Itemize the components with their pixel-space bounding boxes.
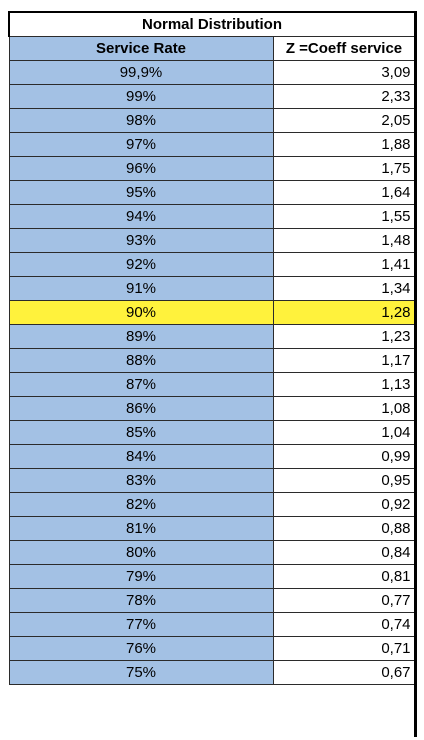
z-coefficient-cell[interactable]: 0,74 <box>272 612 416 637</box>
service-rate-cell[interactable]: 83% <box>8 468 274 493</box>
service-rate-cell[interactable]: 97% <box>8 132 274 157</box>
table-row: 93% 1,48 <box>8 228 416 253</box>
table-row: 91% 1,34 <box>8 276 416 301</box>
service-rate-cell[interactable]: 78% <box>8 588 274 613</box>
table-row: 97% 1,88 <box>8 132 416 157</box>
service-rate-cell[interactable]: 99,9% <box>8 60 274 85</box>
table-row: 87% 1,13 <box>8 372 416 397</box>
z-coefficient-cell[interactable]: 2,33 <box>272 84 416 109</box>
table-row: 88% 1,17 <box>8 348 416 373</box>
z-coefficient-cell[interactable]: 0,95 <box>272 468 416 493</box>
z-coefficient-header[interactable]: Z =Coeff service <box>272 36 416 61</box>
z-coefficient-cell[interactable]: 1,48 <box>272 228 416 253</box>
z-coefficient-cell[interactable]: 0,84 <box>272 540 416 565</box>
service-rate-cell[interactable]: 87% <box>8 372 274 397</box>
service-rate-cell[interactable]: 92% <box>8 252 274 277</box>
table-row: 77% 0,74 <box>8 612 416 637</box>
table-right-border <box>414 11 417 737</box>
table-row: 85% 1,04 <box>8 420 416 445</box>
service-rate-cell[interactable]: 86% <box>8 396 274 421</box>
service-rate-cell[interactable]: 98% <box>8 108 274 133</box>
title-row: Normal Distribution <box>7 11 417 37</box>
service-rate-cell[interactable]: 76% <box>8 636 274 661</box>
service-rate-cell[interactable]: 95% <box>8 180 274 205</box>
z-coefficient-cell[interactable]: 1,04 <box>272 420 416 445</box>
z-coefficient-cell[interactable]: 0,77 <box>272 588 416 613</box>
z-coefficient-cell[interactable]: 1,75 <box>272 156 416 181</box>
z-coefficient-cell[interactable]: 1,28 <box>272 300 416 325</box>
z-coefficient-cell[interactable]: 1,08 <box>272 396 416 421</box>
service-rate-cell[interactable]: 93% <box>8 228 274 253</box>
table-row: 80% 0,84 <box>8 540 416 565</box>
service-rate-cell[interactable]: 81% <box>8 516 274 541</box>
table-row: 84% 0,99 <box>8 444 416 469</box>
z-coefficient-cell[interactable]: 1,88 <box>272 132 416 157</box>
z-coefficient-cell[interactable]: 1,23 <box>272 324 416 349</box>
service-rate-cell[interactable]: 85% <box>8 420 274 445</box>
table-row: 96% 1,75 <box>8 156 416 181</box>
table-row: 99,9% 3,09 <box>8 60 416 85</box>
service-rate-cell[interactable]: 96% <box>8 156 274 181</box>
service-rate-cell[interactable]: 77% <box>8 612 274 637</box>
table-row: 78% 0,77 <box>8 588 416 613</box>
service-rate-header[interactable]: Service Rate <box>8 36 274 61</box>
header-row: Service Rate Z =Coeff service <box>8 36 416 61</box>
z-coefficient-cell[interactable]: 0,67 <box>272 660 416 685</box>
table-row: 94% 1,55 <box>8 204 416 229</box>
table-row: 79% 0,81 <box>8 564 416 589</box>
table-row: 99% 2,33 <box>8 84 416 109</box>
table-row: 76% 0,71 <box>8 636 416 661</box>
z-coefficient-cell[interactable]: 1,55 <box>272 204 416 229</box>
service-rate-cell[interactable]: 88% <box>8 348 274 373</box>
z-coefficient-cell[interactable]: 3,09 <box>272 60 416 85</box>
table-title[interactable]: Normal Distribution <box>7 11 417 37</box>
service-rate-cell[interactable]: 82% <box>8 492 274 517</box>
table-row: 95% 1,64 <box>8 180 416 205</box>
z-coefficient-cell[interactable]: 0,99 <box>272 444 416 469</box>
table-row: 92% 1,41 <box>8 252 416 277</box>
z-coefficient-cell[interactable]: 0,92 <box>272 492 416 517</box>
table-row: 98% 2,05 <box>8 108 416 133</box>
z-coefficient-cell[interactable]: 0,71 <box>272 636 416 661</box>
service-rate-cell[interactable]: 99% <box>8 84 274 109</box>
z-coefficient-cell[interactable]: 1,64 <box>272 180 416 205</box>
table-row: 75% 0,67 <box>8 660 416 685</box>
service-rate-cell[interactable]: 94% <box>8 204 274 229</box>
z-coefficient-cell[interactable]: 0,88 <box>272 516 416 541</box>
service-rate-cell[interactable]: 79% <box>8 564 274 589</box>
service-rate-cell[interactable]: 91% <box>8 276 274 301</box>
z-coefficient-cell[interactable]: 1,34 <box>272 276 416 301</box>
z-coefficient-cell[interactable]: 1,13 <box>272 372 416 397</box>
table-row: 82% 0,92 <box>8 492 416 517</box>
normal-distribution-table: Normal Distribution Service Rate Z =Coef… <box>7 11 417 685</box>
table-body: 99,9% 3,09 99% 2,33 98% 2,05 97% 1,88 96% 1,75 95%… <box>8 60 416 685</box>
table-row: 90% 1,28 <box>8 300 416 325</box>
service-rate-cell[interactable]: 84% <box>8 444 274 469</box>
table-row: 81% 0,88 <box>8 516 416 541</box>
z-coefficient-cell[interactable]: 2,05 <box>272 108 416 133</box>
z-coefficient-cell[interactable]: 1,41 <box>272 252 416 277</box>
service-rate-cell[interactable]: 90% <box>8 300 274 325</box>
z-coefficient-cell[interactable]: 1,17 <box>272 348 416 373</box>
service-rate-cell[interactable]: 75% <box>8 660 274 685</box>
table-row: 86% 1,08 <box>8 396 416 421</box>
z-coefficient-cell[interactable]: 0,81 <box>272 564 416 589</box>
service-rate-cell[interactable]: 89% <box>8 324 274 349</box>
table-row: 83% 0,95 <box>8 468 416 493</box>
service-rate-cell[interactable]: 80% <box>8 540 274 565</box>
table-row: 89% 1,23 <box>8 324 416 349</box>
